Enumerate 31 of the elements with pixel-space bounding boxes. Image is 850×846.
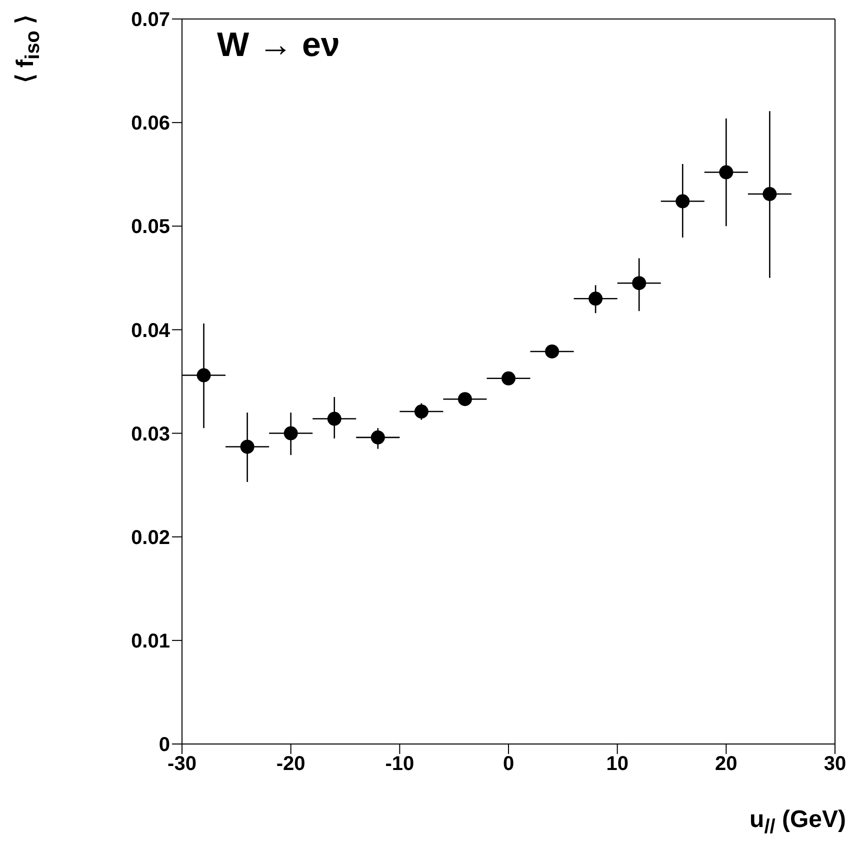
x-tick-label: -10 (385, 753, 414, 776)
point (545, 344, 560, 358)
point (327, 412, 342, 426)
y-tick-label: 0.04 (131, 320, 171, 342)
point (458, 392, 472, 406)
y-tick-label: 0.05 (131, 216, 170, 238)
point (370, 430, 385, 444)
x-tick-label: -20 (276, 753, 306, 776)
x-tick-label: 30 (824, 753, 846, 776)
point (632, 276, 646, 290)
y-tick-label: 0.06 (131, 112, 170, 135)
point (240, 440, 254, 454)
x-axis-title: u$_{//}$ (GeV) (750, 806, 846, 839)
point (414, 404, 428, 419)
annotation: W → eν (217, 26, 340, 65)
y-tick-label: 0.03 (131, 423, 170, 446)
point (719, 165, 734, 180)
point (284, 426, 298, 440)
point (762, 187, 777, 202)
x-tick-label: 20 (715, 753, 738, 776)
point (502, 371, 516, 386)
y-tick-label: 0.07 (131, 9, 170, 32)
y-tick-label: 0.02 (131, 526, 170, 549)
x-tick-label: 0 (502, 753, 514, 776)
point (588, 292, 603, 306)
point (676, 194, 690, 208)
point (196, 368, 211, 382)
y-tick-label: 0.01 (131, 630, 170, 653)
x-tick-label: -30 (168, 753, 196, 776)
text: 0 (158, 734, 170, 756)
x-tick-label: 10 (606, 753, 628, 776)
